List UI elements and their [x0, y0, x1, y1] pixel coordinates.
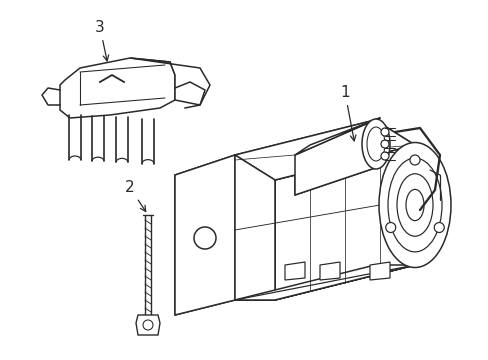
Polygon shape	[130, 58, 209, 105]
Circle shape	[409, 155, 419, 165]
Ellipse shape	[378, 143, 450, 267]
Circle shape	[433, 222, 443, 233]
Ellipse shape	[380, 140, 388, 148]
Ellipse shape	[194, 227, 216, 249]
Polygon shape	[319, 262, 339, 280]
Polygon shape	[235, 120, 414, 180]
Polygon shape	[294, 120, 374, 195]
Polygon shape	[60, 58, 175, 118]
Ellipse shape	[380, 128, 388, 136]
Text: 1: 1	[340, 85, 355, 141]
Polygon shape	[285, 262, 305, 280]
Polygon shape	[235, 155, 274, 300]
Ellipse shape	[361, 119, 389, 169]
Polygon shape	[369, 262, 389, 280]
Polygon shape	[136, 315, 160, 335]
Polygon shape	[175, 155, 235, 315]
Polygon shape	[294, 118, 379, 155]
Ellipse shape	[380, 152, 388, 160]
Polygon shape	[235, 265, 414, 300]
Circle shape	[142, 320, 153, 330]
Text: 3: 3	[95, 20, 108, 61]
Circle shape	[385, 222, 395, 233]
Text: 2: 2	[125, 180, 145, 212]
Polygon shape	[274, 145, 414, 300]
